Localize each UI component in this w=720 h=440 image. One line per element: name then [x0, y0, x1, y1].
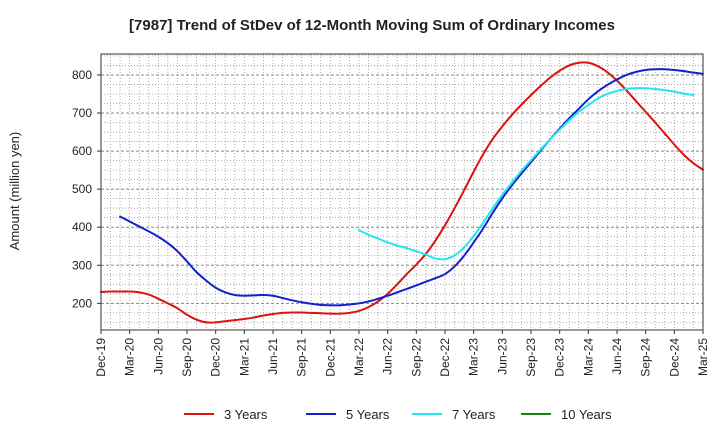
x-tick-label: Sep-24: [639, 338, 653, 377]
legend-label: 10 Years: [561, 407, 612, 422]
x-tick-label: Sep-21: [295, 338, 309, 377]
x-tick-label: Dec-20: [209, 338, 223, 377]
y-tick-label: 500: [72, 182, 92, 196]
x-tick-label: Dec-22: [438, 338, 452, 377]
legend-item-7-years: 7 Years: [412, 407, 496, 422]
plot-border: [100, 53, 704, 331]
x-tick-label: Sep-23: [524, 338, 538, 377]
plot-area: [101, 54, 703, 330]
x-tick-label: Mar-22: [352, 338, 366, 376]
x-tick-label: Dec-21: [323, 338, 337, 377]
y-tick-label: 400: [72, 220, 92, 234]
x-tick-label: Sep-22: [409, 338, 423, 377]
x-tick-label: Jun-21: [266, 338, 280, 375]
x-tick-label: Jun-22: [381, 338, 395, 375]
y-tick-label: 300: [72, 258, 92, 272]
x-tick-label: Dec-24: [667, 338, 681, 377]
x-tick-label: Dec-23: [553, 338, 567, 377]
legend-label: 7 Years: [452, 407, 496, 422]
x-tick-label: Mar-20: [123, 338, 137, 376]
legend-label: 5 Years: [346, 407, 390, 422]
legend-label: 3 Years: [224, 407, 268, 422]
y-tick-label: 800: [72, 68, 92, 82]
x-tick-label: Mar-23: [467, 338, 481, 376]
series-line-5-years: [119, 68, 704, 307]
y-axis-label: Amount (million yen): [7, 132, 22, 251]
y-tick-label: 700: [72, 106, 92, 120]
x-tick-label: Jun-20: [151, 338, 165, 375]
series-line-7-years: [358, 87, 695, 261]
legend-item-3-years: 3 Years: [184, 407, 268, 422]
legend-item-10-years: 10 Years: [521, 407, 612, 422]
chart-title: [7987] Trend of StDev of 12-Month Moving…: [129, 17, 615, 34]
y-tick-label: 600: [72, 144, 92, 158]
x-tick-label: Mar-24: [581, 338, 595, 376]
x-tick-label: Mar-25: [696, 338, 710, 376]
series-lines: [100, 61, 704, 324]
y-tick-label: 200: [72, 296, 92, 310]
x-tick-label: Mar-21: [237, 338, 251, 376]
legend-item-5-years: 5 Years: [306, 407, 390, 422]
x-tick-label: Dec-19: [94, 338, 108, 377]
x-tick-label: Jun-23: [495, 338, 509, 375]
x-tick-label: Jun-24: [610, 338, 624, 375]
grid: [101, 54, 703, 330]
legend: 3 Years 5 Years 7 Years 10 Years: [184, 407, 612, 422]
x-tick-label: Sep-20: [180, 338, 194, 377]
y-tick-labels: 200 300 400 500 600 700 800: [72, 68, 101, 310]
series-line-3-years: [100, 61, 704, 324]
x-tick-labels: Dec-19 Mar-20 Jun-20 Sep-20 Dec-20 Mar-21 Jun-…: [94, 330, 710, 377]
